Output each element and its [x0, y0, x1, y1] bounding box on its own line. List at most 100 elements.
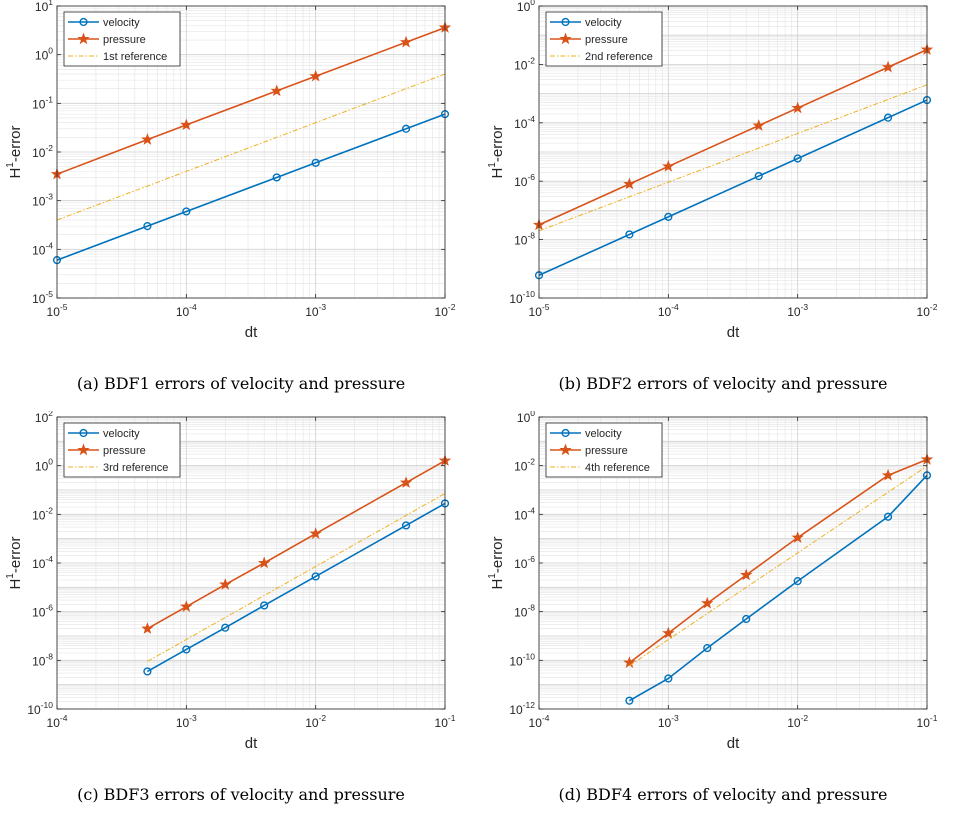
legend-marker-circle: [79, 17, 88, 27]
pressure-point: [180, 118, 193, 131]
legend-label: 1st reference: [103, 51, 167, 63]
chart-panel-b: 10-5 10-4 10-3 10-2 10-10 10-8 10-6 10-4 10-2 100…: [482, 0, 964, 411]
pressure-point: [309, 527, 322, 539]
y-tick-label: 10-2: [514, 457, 535, 474]
series-line-velocity: [629, 474, 928, 702]
pressure-point: [258, 556, 271, 569]
y-tick-label: 10-8: [514, 231, 535, 248]
tick-marks: [538, 416, 928, 710]
y-tick-label: 10-2: [32, 143, 53, 160]
velocity-point: [182, 645, 191, 654]
y-tick-label: 102: [35, 411, 53, 425]
pressure-point: [881, 60, 895, 73]
caption-b: (b) BDF2 errors of velocity and pressure: [558, 374, 888, 393]
tick-marks: [538, 5, 928, 299]
velocity-point: [221, 623, 230, 632]
x-tick-label: 10-3: [658, 713, 679, 730]
x-tick-label: 10-4: [658, 302, 679, 319]
y-tick-label: 10-5: [32, 289, 53, 306]
x-tick-label: 10-4: [47, 713, 68, 730]
pressure-point: [662, 626, 675, 639]
y-tick-label: 10-4: [32, 240, 53, 257]
velocity-point: [754, 171, 763, 181]
y-tick-label: 10-10: [509, 289, 535, 306]
legend-marker-circle: [561, 17, 570, 27]
y-tick-label: 10-6: [514, 172, 535, 189]
pressure-point: [219, 578, 232, 590]
y-tick-label: 10-1: [32, 94, 53, 111]
legend-label: velocity: [103, 17, 140, 29]
pressure-point: [701, 596, 714, 609]
series-line-velocity: [56, 113, 446, 261]
x-axis-label: dt: [245, 735, 258, 752]
legend-label: pressure: [585, 445, 628, 457]
velocity-point: [401, 124, 411, 133]
legend-marker-star: [77, 443, 90, 456]
series-line-velocity: [538, 99, 928, 277]
velocity-point: [625, 696, 634, 705]
velocity-point: [272, 173, 281, 182]
legend-label: velocity: [103, 428, 140, 440]
velocity-point: [260, 601, 269, 610]
y-tick-label: 10-4: [514, 505, 535, 522]
pressure-point: [309, 69, 322, 82]
y-tick-label: 10-3: [32, 192, 53, 209]
series-line-3rd-reference: [147, 493, 446, 662]
chart-d: 10-4 10-3 10-2 10-1 10-12 10-10 10-8 10-6 10-4 10…: [487, 411, 938, 752]
pressure-point: [791, 101, 804, 114]
x-axis-label: dt: [727, 324, 740, 341]
velocity-point: [883, 113, 893, 122]
velocity-point: [793, 154, 802, 163]
caption-c: (c) BDF3 errors of velocity and pressure: [77, 785, 405, 804]
legend: velocity pressure 3rd reference: [63, 422, 181, 478]
series-line-velocity: [147, 502, 446, 673]
legend-marker-circle: [79, 428, 88, 438]
x-axis-label: dt: [727, 735, 740, 752]
legend-label: pressure: [103, 34, 146, 46]
pressure-point: [399, 476, 413, 488]
series-line-1st-reference: [56, 73, 446, 221]
caption-a: (a) BDF1 errors of velocity and pressure: [76, 374, 406, 393]
x-tick-label: 10-5: [529, 302, 550, 319]
caption-d: (d) BDF4 errors of velocity and pressure: [558, 785, 888, 804]
pressure-point: [752, 119, 765, 131]
velocity-point: [742, 614, 751, 624]
series-line-4th-reference: [629, 465, 928, 667]
x-tick-label: 10-5: [47, 302, 68, 319]
velocity-point: [664, 212, 673, 221]
legend-label: pressure: [103, 445, 146, 457]
velocity-point: [182, 207, 191, 216]
y-tick-label: 10-4: [514, 114, 535, 131]
legend: velocity pressure 4th reference: [545, 422, 663, 478]
tick-marks: [56, 416, 446, 710]
y-tick-label: 10-8: [32, 651, 53, 668]
velocity-point: [625, 230, 634, 239]
chart-panel-d: 10-4 10-3 10-2 10-1 10-12 10-10 10-8 10-6 10-4 10…: [482, 411, 964, 822]
x-tick-label: 10-4: [176, 302, 197, 319]
y-tick-label: 100: [517, 411, 535, 425]
velocity-point: [664, 674, 673, 683]
legend-label: 2nd reference: [585, 51, 653, 63]
y-tick-label: 10-10: [509, 651, 535, 668]
pressure-point: [180, 600, 193, 612]
pressure-point: [881, 468, 895, 481]
legend-label: 4th reference: [585, 462, 650, 474]
legend-marker-circle: [561, 428, 570, 438]
chart-c: 10-4 10-3 10-2 10-1 10-10 10-8 10-6 10-4 10-2 100…: [5, 411, 456, 752]
x-tick-label: 10-3: [787, 302, 808, 319]
pressure-point: [141, 133, 154, 145]
legend-label: pressure: [585, 34, 628, 46]
y-axis-label: H1-error: [487, 536, 506, 589]
x-tick-label: 10-1: [435, 713, 456, 730]
x-tick-label: 10-3: [305, 302, 326, 319]
y-tick-label: 101: [35, 0, 53, 14]
x-axis-label: dt: [245, 324, 258, 341]
y-tick-label: 10-10: [27, 700, 53, 717]
y-tick-label: 10-8: [514, 603, 535, 620]
y-axis-label: H1-error: [487, 125, 506, 178]
axes-box: [538, 5, 928, 299]
pressure-point: [791, 531, 804, 543]
y-tick-label: 10-2: [514, 55, 535, 72]
chart-b: 10-5 10-4 10-3 10-2 10-10 10-8 10-6 10-4 10-2 100…: [487, 0, 938, 341]
legend-label: velocity: [585, 17, 622, 29]
